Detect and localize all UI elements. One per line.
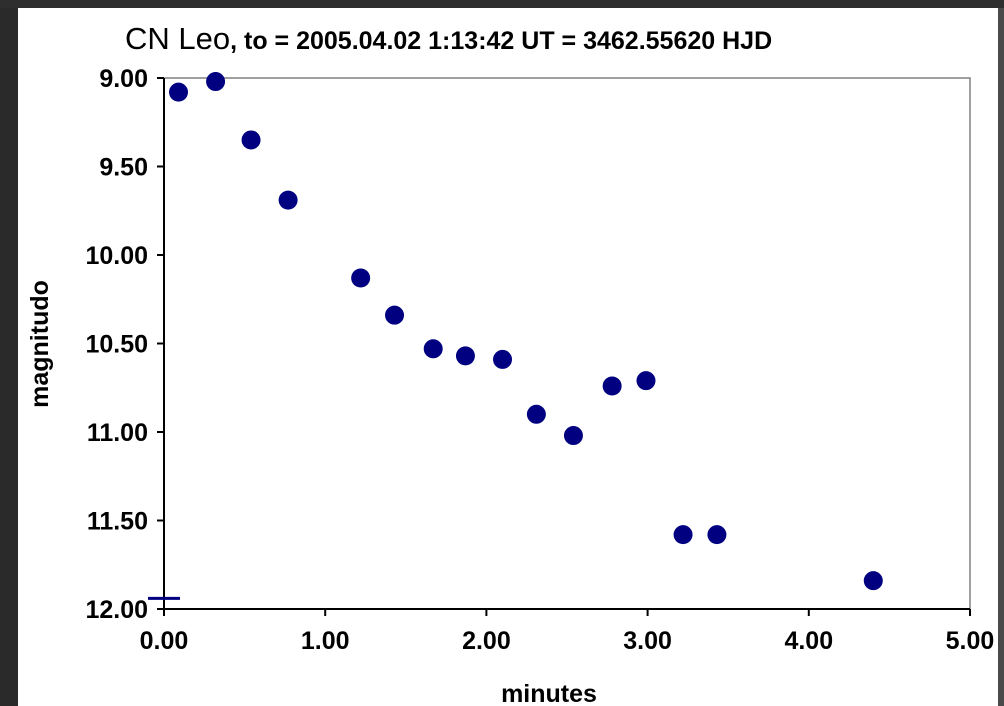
- chart-panel: CN Leo, to = 2005.04.02 1:13:42 UT = 346…: [18, 8, 998, 706]
- x-tick-label: 4.00: [784, 627, 833, 655]
- data-points: [169, 72, 883, 591]
- y-axis-ticks: 9.00 9.50 10.00 10.50 11.00 11.50 12.00: [85, 65, 164, 624]
- data-point: [636, 371, 656, 391]
- y-tick-label: 10.00: [85, 242, 148, 270]
- data-point: [455, 346, 475, 366]
- x-tick-label: 0.00: [140, 627, 189, 655]
- data-point: [493, 349, 513, 369]
- plot-area: [163, 77, 971, 610]
- data-point: [563, 426, 583, 446]
- x-tick-label: 3.00: [623, 627, 672, 655]
- x-axis-ticks: 0.00 1.00 2.00 3.00 4.00 5.00: [140, 609, 995, 655]
- x-axis-label: minutes: [501, 680, 597, 706]
- scatter-chart: CN Leo, to = 2005.04.02 1:13:42 UT = 346…: [26, 21, 995, 706]
- data-point: [169, 82, 189, 102]
- y-tick-label: 9.00: [99, 65, 148, 93]
- y-tick-label: 12.00: [85, 596, 148, 624]
- window-edge-top: [0, 0, 1004, 8]
- window-edge-left: [0, 0, 18, 706]
- y-tick-label: 11.50: [87, 508, 148, 536]
- x-tick-label: 5.00: [946, 627, 995, 655]
- data-point: [385, 305, 405, 325]
- data-point: [278, 190, 298, 210]
- y-axis-label: magnitudo: [26, 280, 54, 408]
- data-point: [241, 130, 261, 150]
- chart-title-main: CN Leo: [125, 21, 230, 56]
- data-point: [863, 571, 883, 591]
- data-point: [526, 404, 546, 424]
- y-tick-label: 9.50: [99, 154, 148, 182]
- x-tick-label: 2.00: [462, 627, 511, 655]
- data-point: [206, 72, 226, 92]
- data-point: [423, 339, 443, 359]
- chart-title-sub: , to = 2005.04.02 1:13:42 UT = 3462.5562…: [230, 27, 772, 55]
- y-tick-label: 11.00: [87, 419, 148, 447]
- y-tick-label: 10.50: [85, 331, 148, 359]
- x-tick-label: 1.00: [301, 627, 350, 655]
- data-point: [602, 376, 622, 396]
- data-point: [707, 525, 727, 545]
- data-point: [351, 268, 371, 288]
- data-point: [673, 525, 693, 545]
- chart-title: CN Leo, to = 2005.04.02 1:13:42 UT = 346…: [125, 21, 772, 56]
